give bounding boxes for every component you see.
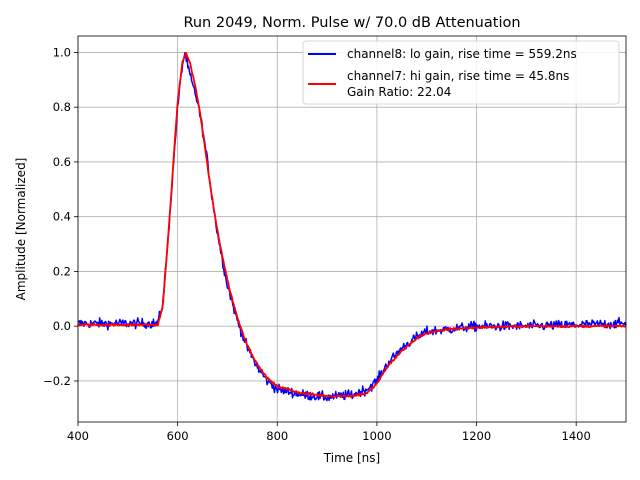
y-tick-label: 0.6 [53,155,71,169]
x-axis-label: Time [ns] [323,451,380,465]
chart-title: Run 2049, Norm. Pulse w/ 70.0 dB Attenua… [183,15,520,31]
y-tick-label: 0.2 [53,264,71,278]
plot-frame [77,35,627,423]
legend-annotation-gain-ratio: Gain Ratio: 22.04 [347,85,451,99]
x-tick-label: 1400 [562,429,591,443]
y-tick-label: −0.2 [43,374,71,388]
x-tick-label: 1000 [362,429,391,443]
series-line-channel7 [77,52,627,398]
legend-label-channel8: channel8: lo gain, rise time = 559.2ns [347,47,577,61]
y-axis-label: Amplitude [Normalized] [14,158,28,301]
legend: channel8: lo gain, rise time = 559.2ns c… [302,40,620,105]
y-tick-label: 0.4 [53,210,71,224]
x-tick-label: 400 [67,429,89,443]
y-tick-label: 1.0 [53,45,71,59]
legend-label-channel7: channel7: hi gain, rise time = 45.8ns [347,69,569,83]
axis-ticks: 400 600 800 1000 1200 1400 −0.2 0.0 0.2 0.4 0.6 0.8… [43,45,591,443]
y-tick-label: 0.0 [53,319,71,333]
x-tick-label: 800 [266,429,288,443]
grid [77,36,626,422]
x-tick-label: 600 [167,429,189,443]
series-layer [77,51,627,402]
y-tick-label: 0.8 [53,100,71,114]
x-tick-label: 1200 [462,429,491,443]
legend-box [302,40,620,105]
